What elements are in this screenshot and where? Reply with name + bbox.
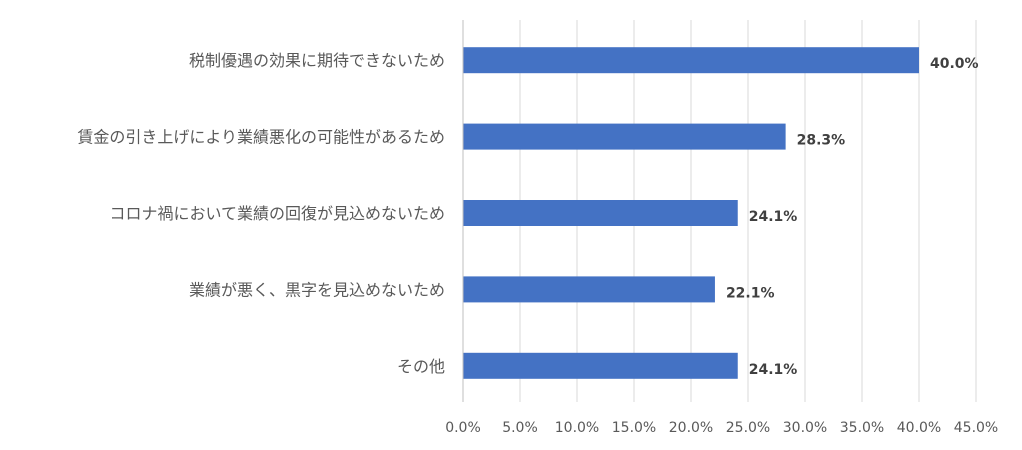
data-label: 40.0%	[930, 56, 979, 72]
data-label: 22.1%	[726, 285, 775, 301]
data-labels: 40.0% 28.3% 24.1% 22.1% 24.1%	[726, 56, 979, 378]
data-label: 24.1%	[749, 362, 798, 378]
x-tick-label: 10.0%	[555, 420, 599, 436]
category-labels: 税制優遇の効果に期待できないため賃金の引き上げにより業績悪化の可能性があるためコ…	[77, 51, 445, 376]
bar	[463, 200, 738, 226]
category-label: その他	[397, 357, 445, 376]
data-label: 28.3%	[797, 133, 846, 149]
x-tick-label: 35.0%	[840, 420, 884, 436]
bar	[463, 47, 919, 74]
bar	[463, 352, 738, 379]
bar	[463, 276, 715, 303]
x-tick-label: 40.0%	[897, 420, 941, 436]
x-tick-label: 30.0%	[783, 420, 827, 436]
bar	[463, 123, 786, 150]
data-label: 24.1%	[749, 209, 798, 225]
x-tick-label: 20.0%	[669, 420, 713, 436]
category-label: コロナ禍において業績の回復が見込めないため	[109, 204, 445, 223]
x-tick-label: 45.0%	[954, 420, 998, 436]
x-tick-label: 15.0%	[612, 420, 656, 436]
category-label: 業績が悪く、黒字を見込めないため	[189, 280, 445, 299]
x-tick-label: 5.0%	[502, 420, 538, 436]
bars	[463, 47, 919, 379]
x-axis-tick-labels: 0.0% 5.0% 10.0% 15.0% 20.0% 25.0% 30.0% 35.0% 40…	[445, 420, 998, 436]
x-tick-label: 0.0%	[445, 420, 481, 436]
category-label: 賃金の引き上げにより業績悪化の可能性があるため	[77, 128, 445, 147]
x-tick-label: 25.0%	[726, 420, 770, 436]
category-label: 税制優遇の効果に期待できないため	[189, 51, 445, 70]
